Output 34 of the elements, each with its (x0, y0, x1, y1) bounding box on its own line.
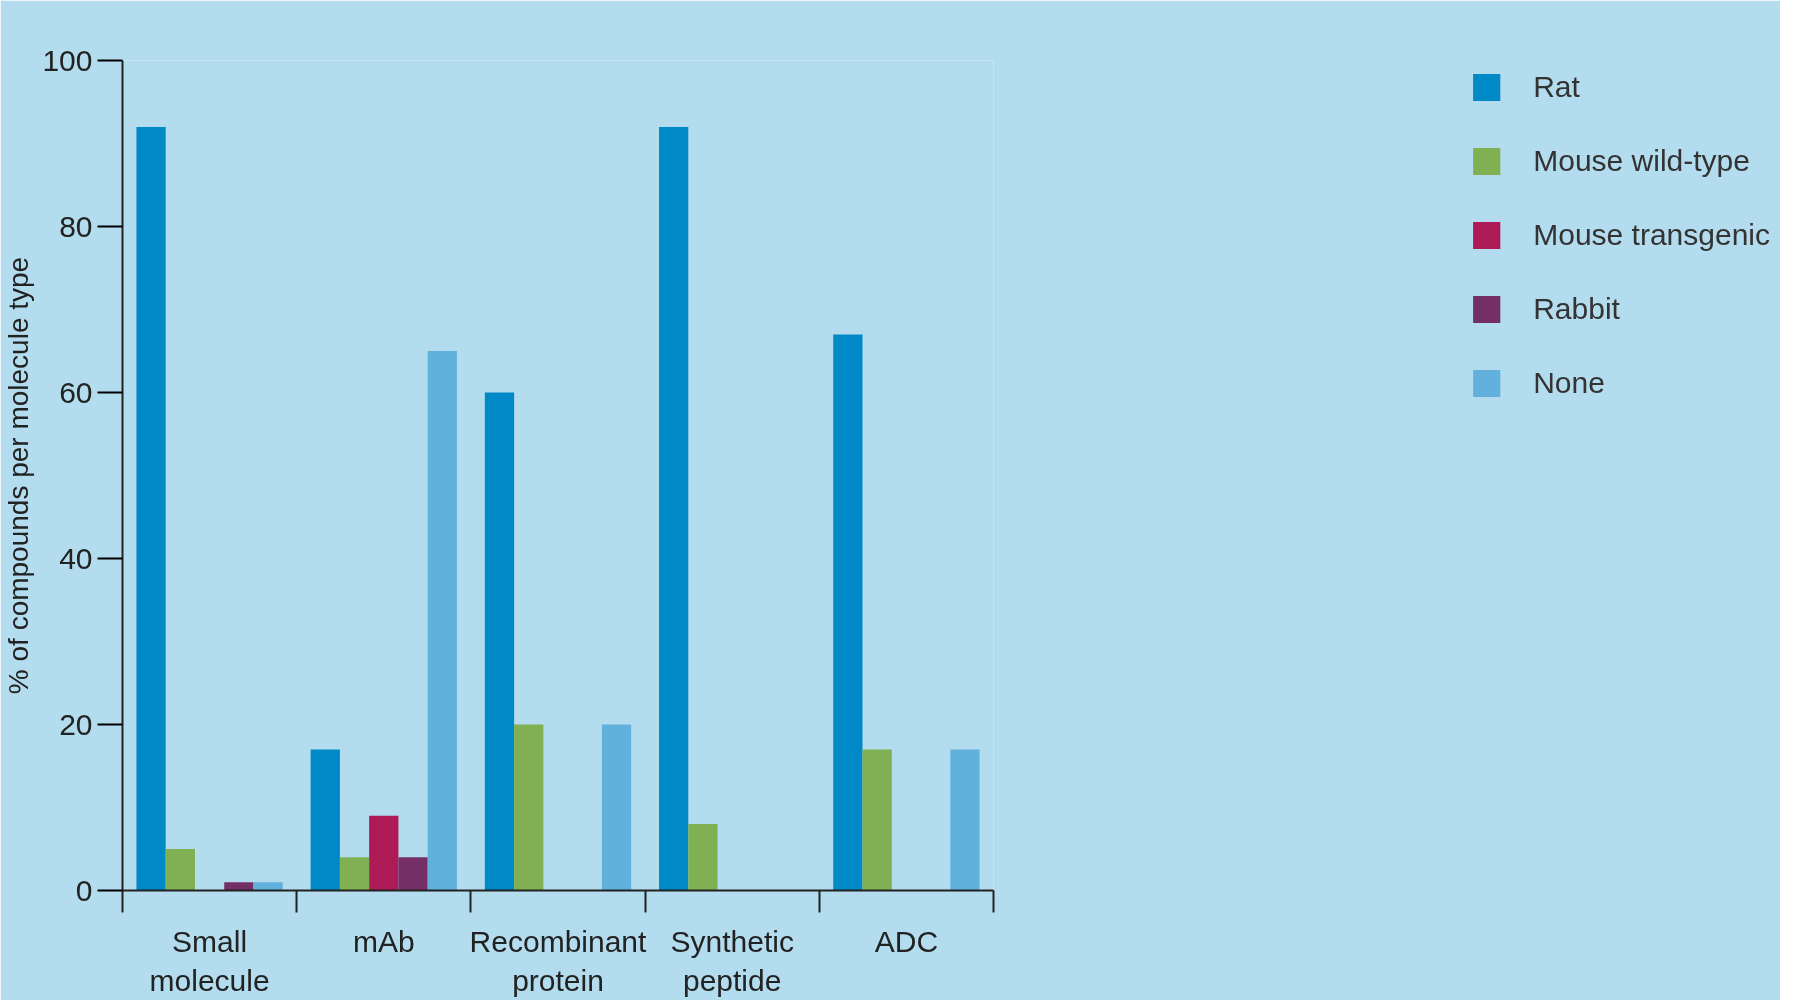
bar (339, 857, 370, 891)
legend-label: None (1533, 366, 1605, 400)
x-tick-label: Small molecule (149, 924, 270, 998)
x-tick-label: ADC (874, 924, 939, 958)
x-tick-label: Synthetic peptide (670, 924, 794, 998)
bar (369, 815, 399, 891)
legend-label: Mouse transgenic (1533, 218, 1770, 252)
bar (484, 392, 515, 891)
y-axis-title: % of compounds per molecule type (3, 256, 35, 695)
bar (833, 334, 863, 891)
bar (253, 882, 283, 891)
bar (514, 724, 544, 891)
bar (688, 824, 718, 891)
legend-label: Rabbit (1533, 292, 1620, 326)
bar (136, 126, 166, 891)
bar (862, 749, 892, 891)
y-tick-label: 0 (75, 873, 93, 907)
y-tick-label: 20 (59, 707, 93, 741)
bar (950, 749, 980, 891)
bar (165, 849, 195, 891)
bar (601, 724, 632, 891)
bar (398, 857, 428, 891)
y-tick-label: 40 (59, 541, 93, 575)
legend-label: Mouse wild-type (1533, 144, 1750, 178)
x-tick-label: mAb (352, 924, 415, 958)
y-tick-label: 100 (42, 43, 93, 77)
bar (310, 749, 340, 891)
bar (224, 882, 254, 891)
bar (659, 126, 689, 891)
y-tick-label: 60 (59, 375, 93, 409)
x-tick-label: Recombinant protein (469, 924, 648, 998)
legend-label: Rat (1533, 70, 1580, 104)
bar (427, 351, 457, 891)
y-tick-label: 80 (59, 209, 93, 243)
